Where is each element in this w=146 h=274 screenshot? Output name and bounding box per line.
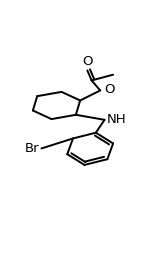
Text: NH: NH [107,113,127,126]
Text: O: O [104,83,114,96]
Text: Br: Br [25,142,39,155]
Text: O: O [82,55,93,68]
